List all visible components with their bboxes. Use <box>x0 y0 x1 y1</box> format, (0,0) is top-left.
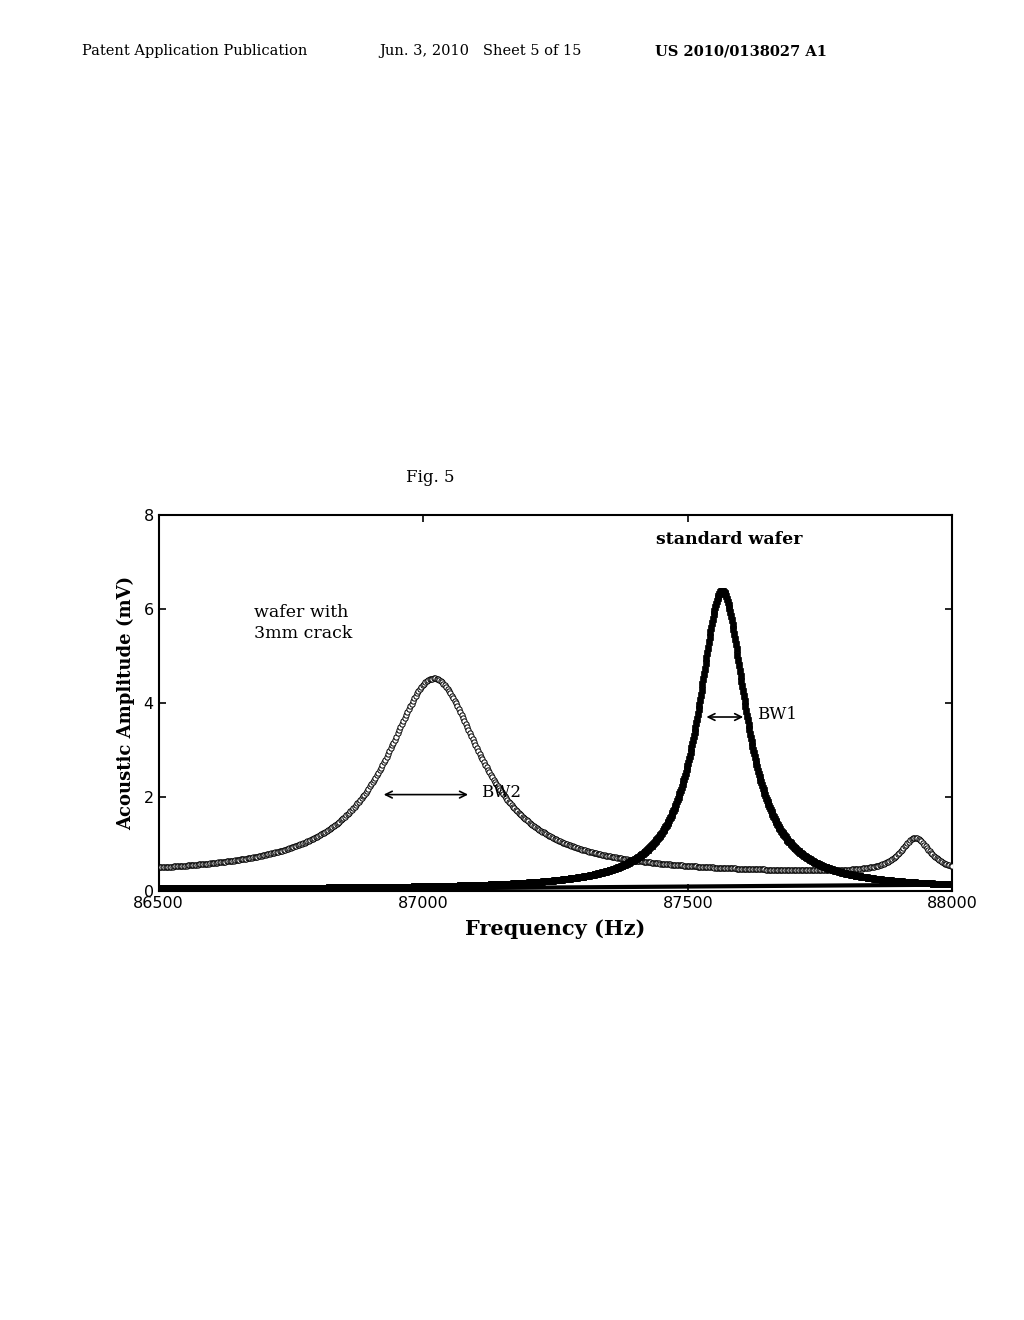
X-axis label: Frequency (Hz): Frequency (Hz) <box>465 919 646 940</box>
Text: US 2010/0138027 A1: US 2010/0138027 A1 <box>655 45 827 58</box>
Text: BW1: BW1 <box>757 706 797 723</box>
Text: standard wafer: standard wafer <box>656 531 803 548</box>
Text: BW2: BW2 <box>481 784 521 801</box>
Text: wafer with
3mm crack: wafer with 3mm crack <box>254 605 352 642</box>
Text: Patent Application Publication: Patent Application Publication <box>82 45 307 58</box>
Text: Fig. 5: Fig. 5 <box>406 469 455 486</box>
Y-axis label: Acoustic Amplitude (mV): Acoustic Amplitude (mV) <box>117 576 135 830</box>
Text: Jun. 3, 2010   Sheet 5 of 15: Jun. 3, 2010 Sheet 5 of 15 <box>379 45 582 58</box>
